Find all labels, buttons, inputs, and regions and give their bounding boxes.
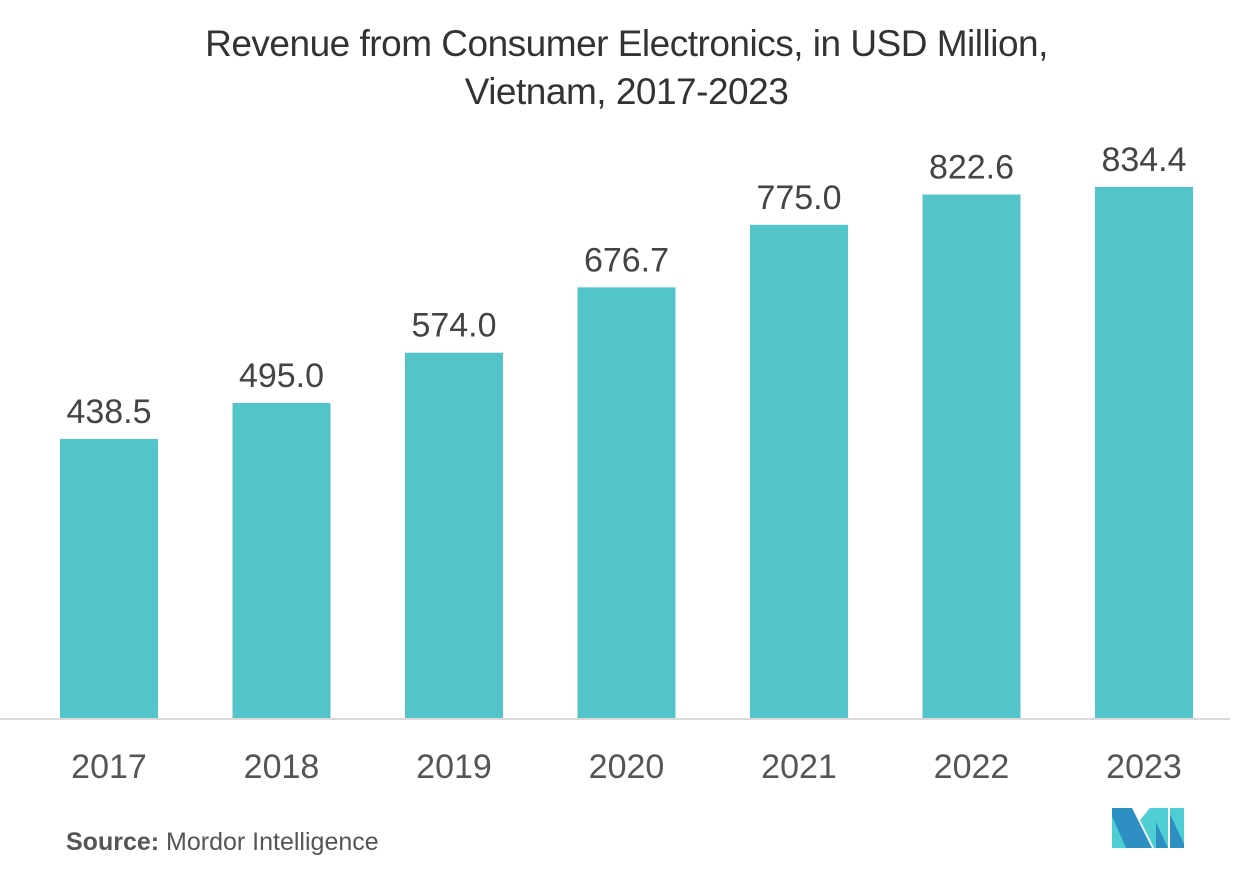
data-label-2022: 822.6 [929, 149, 1014, 187]
mordor-logo-icon [1112, 808, 1184, 848]
bar-chart: 438.5 2017 495.0 2018 574.0 2019 676.7 2020 775.… [0, 141, 1230, 786]
x-tick-label-2023: 2023 [1106, 748, 1182, 786]
x-tick-label-2019: 2019 [416, 748, 492, 786]
bar-2021 [750, 224, 848, 718]
bar-2018 [232, 402, 331, 718]
bar-2023 [1095, 187, 1193, 718]
bar-2017 [60, 438, 158, 718]
bar-2019 [405, 352, 503, 718]
bar-2020 [577, 287, 676, 718]
data-label-2017: 438.5 [66, 393, 151, 431]
chart-title: Revenue from Consumer Electronics, in US… [0, 20, 1253, 116]
source-text: Mordor Intelligence [166, 828, 379, 856]
data-label-2018: 495.0 [239, 357, 324, 395]
data-label-2019: 574.0 [411, 307, 496, 345]
chart-title-line-2: Vietnam, 2017-2023 [464, 71, 789, 112]
x-tick-label-2017: 2017 [71, 748, 147, 786]
bar-2022 [922, 194, 1021, 719]
data-label-2020: 676.7 [584, 241, 669, 279]
x-tick-label-2021: 2021 [761, 748, 837, 786]
x-tick-label-2018: 2018 [244, 748, 320, 786]
data-label-2023: 834.4 [1101, 141, 1186, 179]
x-tick-label-2022: 2022 [934, 748, 1010, 786]
data-label-2021: 775.0 [756, 179, 841, 217]
source-label: Source: [66, 828, 160, 856]
source-note: Source: Mordor Intelligence [66, 828, 379, 857]
chart-title-line-1: Revenue from Consumer Electronics, in US… [205, 23, 1048, 64]
x-tick-label-2020: 2020 [589, 748, 665, 786]
